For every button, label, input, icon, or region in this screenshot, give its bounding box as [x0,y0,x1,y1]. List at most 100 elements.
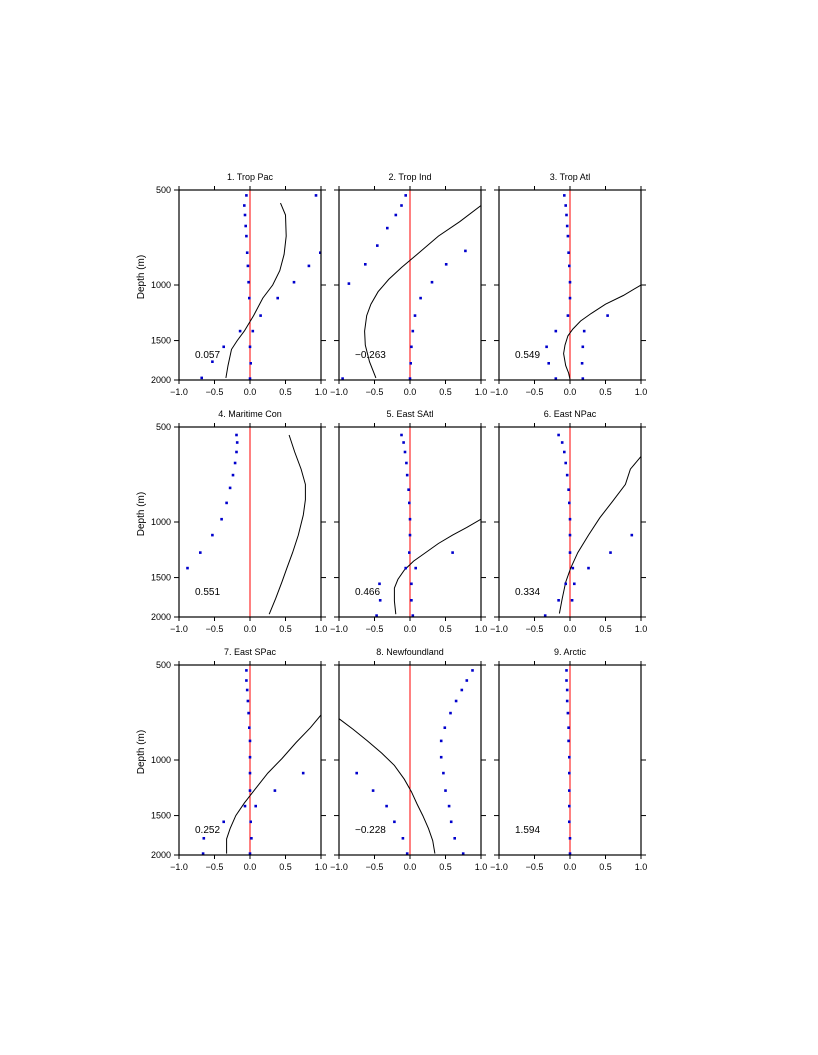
panel-annotation: 0.466 [355,587,380,598]
panel-title: 9. Arctic [554,647,587,657]
x-tick-label: 1.0 [635,624,648,634]
x-tick-label: −0.5 [206,862,224,872]
data-point [243,213,247,217]
data-point [244,224,247,228]
x-tick-label: −1.0 [490,862,508,872]
data-point [378,582,381,586]
x-tick-label: −1.0 [490,624,508,634]
data-point [587,566,590,570]
data-point [245,234,248,238]
panel-annotation: 1.594 [515,825,540,836]
data-point [449,711,452,715]
x-tick-label: −1.0 [330,624,348,634]
data-point [419,296,422,300]
data-point [567,251,570,254]
data-point [251,329,255,333]
y-tick-label: 1500 [151,573,171,583]
panel-title: 7. East SPac [224,647,277,657]
data-point [581,345,585,349]
x-tick-label: −1.0 [170,387,188,397]
data-point [235,450,238,454]
profile-line [393,518,481,615]
data-point [564,582,567,586]
data-point [447,804,451,808]
x-tick-label: 1.0 [475,387,488,397]
data-point [568,264,571,268]
x-tick-label: 1.0 [315,862,328,872]
data-point [568,551,572,554]
data-point [410,582,413,586]
data-point [565,224,569,228]
x-tick-label: 0.0 [404,862,417,872]
data-point [566,314,570,317]
profile-line [225,202,287,378]
x-tick-label: 0.5 [279,624,292,634]
data-point [573,582,576,586]
data-point [225,501,228,505]
data-point [238,329,242,333]
data-point [443,726,447,729]
data-point [199,551,202,554]
profile-line [558,456,641,614]
data-point [273,789,277,792]
data-point [557,599,560,602]
data-point [319,251,321,254]
data-point [347,282,351,285]
data-point [454,699,458,703]
x-tick-label: 0.0 [564,387,577,397]
x-tick-label: 0.0 [564,624,577,634]
x-tick-label: 0.5 [279,862,292,872]
data-point [568,804,571,808]
data-point [292,280,296,284]
y-axis-label: Depth (m) [136,255,147,299]
x-tick-label: −0.5 [366,387,384,397]
data-point [568,789,571,792]
x-tick-label: 0.5 [439,387,452,397]
data-point [247,711,250,715]
data-point [410,599,413,602]
data-point [233,461,237,465]
data-point [430,280,434,284]
data-point [314,194,318,197]
data-point [564,461,567,465]
data-point [568,837,572,840]
data-point [568,501,571,505]
data-point [570,599,574,602]
data-point [405,473,409,477]
x-tick-label: 0.5 [279,387,292,397]
data-point [554,377,558,380]
data-point [547,362,550,365]
data-point [243,204,246,207]
x-tick-label: 1.0 [315,624,328,634]
data-point [606,314,609,317]
x-tick-label: 0.0 [244,624,257,634]
data-point [386,226,389,230]
data-point [439,739,443,743]
data-point [248,377,252,380]
x-tick-label: 0.0 [564,862,577,872]
data-point [248,755,252,759]
x-tick-label: 0.5 [439,862,452,872]
data-point [410,345,413,349]
data-point [453,837,456,840]
data-point [464,249,467,253]
x-tick-label: 0.0 [244,387,257,397]
data-point [408,501,411,505]
x-tick-label: 0.5 [599,387,612,397]
y-tick-label: 1000 [151,517,171,527]
data-point [444,789,447,792]
data-point [451,551,454,554]
y-tick-label: 500 [156,422,171,432]
data-point [408,377,412,380]
data-point [301,771,305,775]
data-point [378,599,382,602]
data-point [571,566,575,570]
data-point [307,264,311,268]
data-point [565,669,568,672]
data-point [567,739,570,743]
y-axis-label: Depth (m) [136,730,147,774]
data-point [557,433,560,437]
panel-annotation: −0.263 [355,350,386,361]
data-point [231,473,235,477]
data-point [564,204,567,207]
